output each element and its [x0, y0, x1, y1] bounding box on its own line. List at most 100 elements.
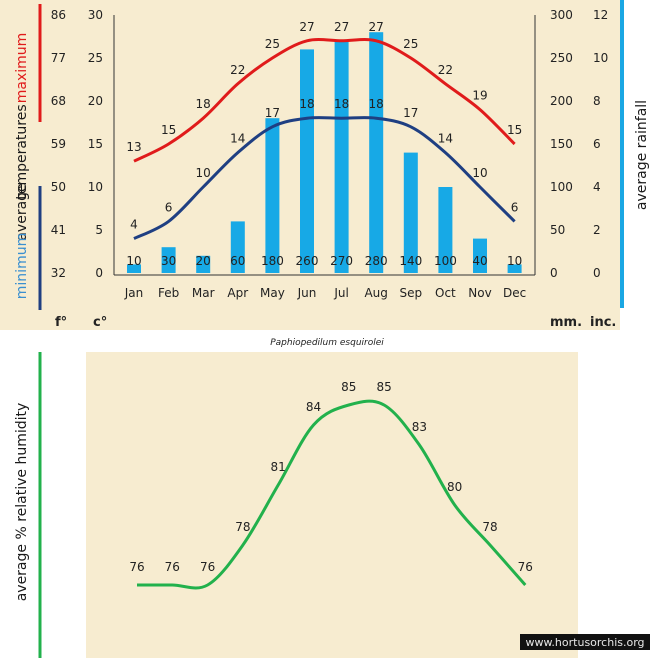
- top-data-labels: 13 15 18 22 25 27 27 27 25 22 19 15 4 6 10 14 17 18 18 18 17…: [126, 20, 522, 268]
- minimum-label-nov: 10: [472, 166, 487, 180]
- maximum-label-jun: 27: [299, 20, 314, 34]
- rainfall-bar-aug: [369, 32, 384, 274]
- minimum-label-apr: 14: [230, 132, 245, 146]
- month-tick-mar: Mar: [192, 286, 215, 300]
- rainfall-label-feb: 30: [161, 254, 176, 268]
- rainfall-bar-feb: [161, 247, 176, 273]
- humidity-label-nov: 78: [482, 520, 497, 534]
- month-tick-jul: Jul: [333, 286, 348, 300]
- maximum-label-sep: 25: [403, 37, 418, 51]
- month-tick-feb: Feb: [158, 286, 179, 300]
- humidity-label-jan: 76: [129, 560, 144, 574]
- month-tick-dec: Dec: [503, 286, 526, 300]
- maximum-label-nov: 19: [472, 89, 487, 103]
- maximum-label-feb: 15: [161, 123, 176, 137]
- celsius-tick: 0: [95, 266, 103, 280]
- watermark-background: [520, 634, 650, 650]
- humidity-label-jul: 85: [341, 380, 356, 394]
- fahrenheit-tick: 41: [51, 223, 66, 237]
- species-title: Paphiopedilum esquirolei: [270, 338, 384, 348]
- maximum-label: maximum: [14, 33, 30, 104]
- rainfall-bar-jan: [127, 264, 141, 273]
- month-tick-oct: Oct: [435, 286, 456, 300]
- month-tick-jan: Jan: [124, 286, 144, 300]
- minimum-label-jan: 4: [130, 218, 138, 232]
- minimum-label-sep: 17: [403, 106, 418, 120]
- rainfall-label-dec: 10: [507, 254, 522, 268]
- rainfall-label-oct: 100: [434, 254, 457, 268]
- maximum-label-apr: 22: [230, 63, 245, 77]
- humidity-data-labels: 76 76 76 78 81 84 85 85 83 80 78 76: [129, 380, 533, 574]
- month-tick-jun: Jun: [297, 286, 317, 300]
- minimum-label-oct: 14: [438, 132, 453, 146]
- rainfall-label-mar: 20: [196, 254, 211, 268]
- rainfall-bar-nov: [473, 238, 487, 273]
- minimum-label: minimum: [14, 233, 30, 299]
- rainfall-bar-apr: [230, 221, 245, 273]
- mm-tick: 200: [550, 94, 573, 108]
- inches-tick: 6: [593, 137, 601, 151]
- maximum-label-mar: 18: [196, 97, 211, 111]
- mm-tick: 150: [550, 137, 573, 151]
- rainfall-label-jul: 270: [330, 254, 353, 268]
- minimum-label-jun: 18: [299, 97, 314, 111]
- humidity-label-dec: 76: [518, 560, 533, 574]
- rainfall-bar-jun: [300, 49, 314, 274]
- humidity-label-mar: 76: [200, 560, 215, 574]
- inches-tick: 2: [593, 223, 601, 237]
- temperature-lines: [133, 38, 516, 240]
- temperatures-label: temperatures: [14, 104, 30, 199]
- month-tick-may: May: [260, 286, 285, 300]
- mm-tick: 300: [550, 8, 573, 22]
- celsius-tick: 15: [88, 137, 103, 151]
- fahrenheit-tick: 32: [51, 266, 66, 280]
- inches-tick: 4: [593, 180, 601, 194]
- mm-tick: 250: [550, 51, 573, 65]
- rainfall-label-aug: 280: [365, 254, 388, 268]
- minimum-label-may: 17: [265, 106, 280, 120]
- bottom-panel-background: [86, 352, 578, 658]
- fahrenheit-tick: 50: [51, 180, 66, 194]
- rainfall-bar-mar: [196, 255, 211, 273]
- minimum-temperature-line: [133, 116, 516, 240]
- humidity-label-oct: 80: [447, 480, 462, 494]
- celsius-tick: 5: [95, 223, 103, 237]
- rainfall-bar-dec: [507, 264, 522, 273]
- inches-tick: 12: [593, 8, 608, 22]
- month-tick-nov: Nov: [468, 286, 491, 300]
- average-rainfall-label: average rainfall: [634, 100, 650, 210]
- celsius-tick: 10: [88, 180, 103, 194]
- temperature-rainfall-chart: maximum temperatures average minimum ave…: [0, 0, 650, 330]
- inches-tick: 0: [593, 266, 601, 280]
- celsius-tick: 30: [88, 8, 103, 22]
- mm-tick: 100: [550, 180, 573, 194]
- rainfall-bar-sep: [403, 152, 418, 273]
- mm-tick: 0: [550, 266, 558, 280]
- fahrenheit-tick: 77: [51, 51, 66, 65]
- fahrenheit-unit: f°: [55, 315, 67, 330]
- inches-tick: 10: [593, 51, 608, 65]
- inches-unit: inc.: [590, 315, 616, 330]
- rainfall-label-nov: 40: [472, 254, 487, 268]
- humidity-label-jun: 84: [306, 400, 321, 414]
- month-tick-apr: Apr: [227, 286, 248, 300]
- rainfall-bars: [127, 32, 522, 274]
- month-tick-sep: Sep: [399, 286, 422, 300]
- maximum-label-oct: 22: [438, 63, 453, 77]
- rainfall-label-jan: 10: [126, 254, 141, 268]
- humidity-label-sep: 83: [412, 420, 427, 434]
- rainfall-label-apr: 60: [230, 254, 245, 268]
- humidity-chart: average % relative humidity 76 76 76 78 81 84…: [14, 352, 578, 658]
- humidity-label-may: 81: [271, 460, 286, 474]
- rainfall-label-jun: 260: [296, 254, 319, 268]
- rainfall-bar-jul: [334, 40, 349, 273]
- minimum-label-aug: 18: [369, 97, 384, 111]
- maximum-temperature-line: [133, 38, 516, 163]
- fahrenheit-tick: 59: [51, 137, 66, 151]
- maximum-label-jan: 13: [126, 140, 141, 154]
- rainfall-bar-may: [265, 118, 280, 273]
- maximum-label-dec: 15: [507, 123, 522, 137]
- maximum-label-may: 25: [265, 37, 280, 51]
